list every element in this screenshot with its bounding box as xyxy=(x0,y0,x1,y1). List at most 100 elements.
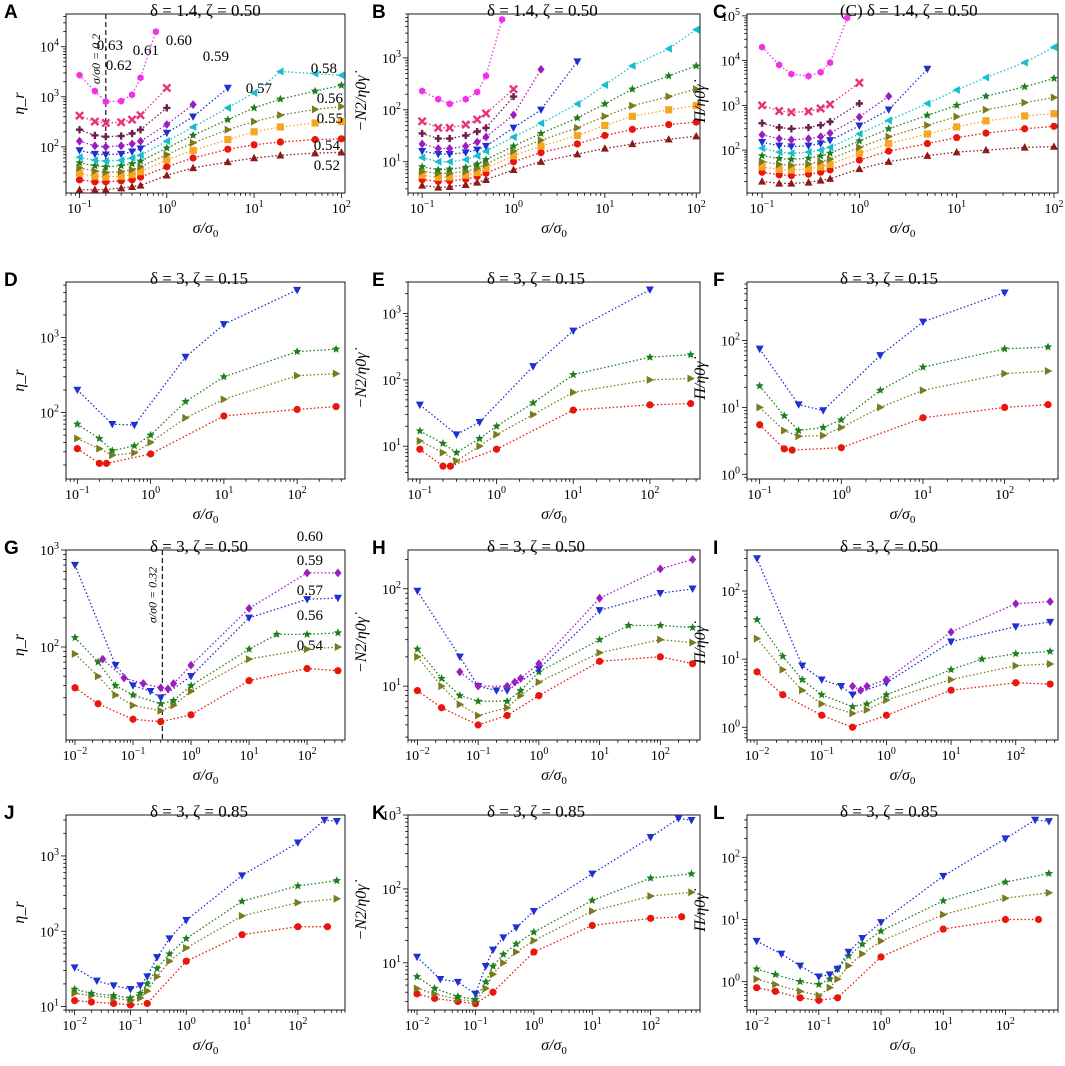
data-point xyxy=(1046,618,1055,627)
series-0-56 xyxy=(71,894,342,1005)
y-axis-label: Π/η0γ̇ xyxy=(692,79,709,123)
data-point xyxy=(419,87,426,95)
data-point xyxy=(689,638,697,647)
data-point xyxy=(415,426,425,435)
data-point xyxy=(1021,98,1029,107)
data-point xyxy=(1001,877,1010,886)
data-point xyxy=(189,146,197,155)
data-point xyxy=(1011,649,1020,658)
chart-title: δ = 3, ζ = 0.15 xyxy=(150,269,248,288)
data-point xyxy=(1046,680,1054,688)
data-point xyxy=(220,412,228,420)
series-label: 0.59 xyxy=(297,553,323,569)
data-point xyxy=(333,894,342,903)
data-point xyxy=(117,141,125,151)
data-point xyxy=(108,446,117,455)
data-point xyxy=(130,441,139,450)
series-0-57 xyxy=(757,74,1059,163)
data-point xyxy=(815,991,824,1000)
series-line xyxy=(102,572,338,690)
data-point xyxy=(418,147,427,156)
data-point xyxy=(775,142,784,150)
data-point xyxy=(137,162,145,171)
data-point xyxy=(109,982,118,990)
series-0-54 xyxy=(413,913,686,1008)
data-point xyxy=(1011,623,1020,631)
data-point xyxy=(780,411,789,420)
data-point xyxy=(102,459,111,467)
data-point xyxy=(877,403,885,412)
data-point xyxy=(127,115,137,125)
series-0-54 xyxy=(413,653,697,729)
data-point xyxy=(481,977,490,986)
data-point xyxy=(788,70,795,78)
data-point xyxy=(456,667,464,677)
data-point xyxy=(885,132,893,141)
data-point xyxy=(163,163,171,171)
data-point xyxy=(75,126,84,134)
data-point xyxy=(535,659,543,669)
series-0-58: 0.58 xyxy=(75,61,345,166)
data-point xyxy=(786,107,796,117)
data-point xyxy=(164,684,172,694)
x-axis-label: σ/σ0 xyxy=(890,506,916,526)
y-tick-label: 103 xyxy=(40,847,59,865)
data-point xyxy=(923,139,931,148)
data-point xyxy=(816,146,824,155)
series-0-59 xyxy=(415,286,654,439)
y-tick-label: 102 xyxy=(382,580,401,598)
x-axis-label: σ/σ0 xyxy=(541,506,567,526)
data-point xyxy=(91,131,99,139)
reference-line-label: σ/σ0 = 0.32 xyxy=(145,567,159,623)
data-point xyxy=(71,649,80,658)
data-point xyxy=(535,691,543,700)
data-point xyxy=(117,167,126,176)
data-point xyxy=(1049,43,1058,52)
plot-frame xyxy=(65,281,346,480)
data-point xyxy=(825,143,834,152)
series-0-54 xyxy=(753,915,1043,1004)
data-point xyxy=(826,160,834,168)
data-point xyxy=(981,145,990,154)
series-line xyxy=(756,892,1049,997)
data-point xyxy=(857,685,865,695)
data-point xyxy=(157,706,165,715)
data-point xyxy=(1021,112,1029,120)
data-point xyxy=(90,150,99,159)
data-point xyxy=(337,71,345,80)
data-point xyxy=(982,105,991,114)
data-point xyxy=(70,984,79,993)
data-point xyxy=(111,681,120,690)
data-point xyxy=(687,817,696,825)
data-point xyxy=(244,644,254,653)
x-tick-label: 100 xyxy=(182,746,201,764)
data-point xyxy=(569,327,578,336)
data-point xyxy=(923,130,931,138)
series-0-60: 0.60 xyxy=(99,529,342,694)
data-point xyxy=(418,181,427,189)
data-point xyxy=(876,385,885,394)
data-point xyxy=(804,153,813,162)
series-0-59: 0.59 xyxy=(75,49,232,159)
series-line xyxy=(74,926,328,1006)
y-axis-label: η_r xyxy=(11,633,28,656)
data-point xyxy=(250,153,259,162)
series-0-60 xyxy=(848,597,1054,695)
x-tick-label: 10−1 xyxy=(408,485,433,503)
series-0-57 xyxy=(70,876,342,1002)
data-point xyxy=(189,113,198,121)
data-point xyxy=(573,149,582,158)
data-point xyxy=(855,156,863,164)
data-point xyxy=(245,614,254,623)
data-point xyxy=(131,448,139,457)
series-line xyxy=(419,377,691,462)
data-point xyxy=(416,436,425,445)
data-point xyxy=(517,691,525,700)
data-point xyxy=(137,74,144,82)
data-point xyxy=(128,129,136,138)
data-point xyxy=(775,179,784,187)
data-point xyxy=(446,134,454,143)
data-point xyxy=(884,124,893,133)
data-point xyxy=(75,185,84,193)
